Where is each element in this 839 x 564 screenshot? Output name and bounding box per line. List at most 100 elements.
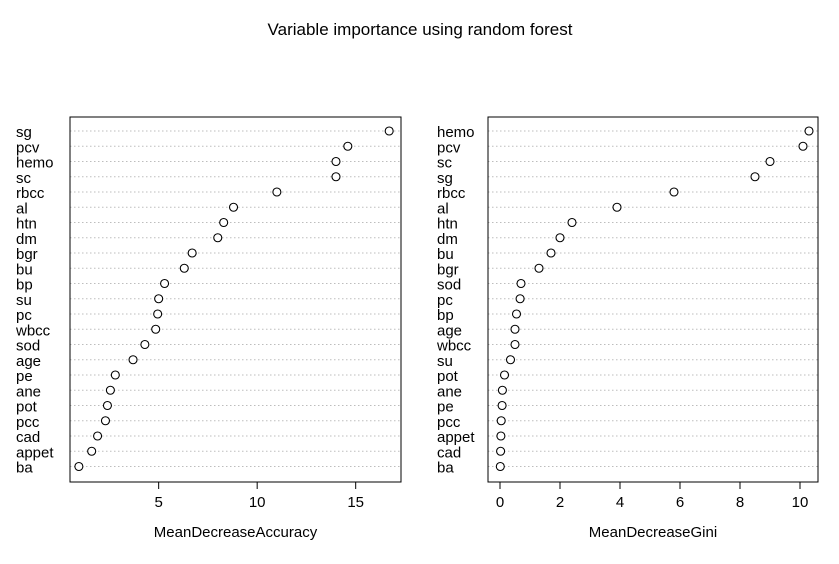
row-label-2-pc: pc — [437, 292, 453, 309]
point-2-sg — [750, 172, 760, 182]
row-label-2-bu: bu — [437, 246, 454, 263]
x-tick-label-1-5: 5 — [154, 494, 162, 511]
point-1-htn — [219, 217, 229, 228]
point-1-age — [128, 355, 138, 365]
point-2-bp — [511, 309, 522, 319]
point-1-appet — [87, 446, 97, 456]
plot-frame-2 — [487, 116, 819, 483]
row-label-1-sod: sod — [16, 338, 40, 355]
row-label-1-pe: pe — [16, 368, 33, 385]
point-1-bu — [179, 263, 189, 273]
point-2-htn — [567, 217, 577, 228]
row-label-1-su: su — [16, 292, 32, 309]
point-1-pe — [110, 370, 120, 380]
point-1-sg — [384, 126, 394, 136]
row-label-2-pot: pot — [437, 368, 459, 385]
row-label-1-ane: ane — [16, 383, 41, 400]
row-label-1-sg: sg — [16, 124, 32, 141]
row-label-1-dm: dm — [16, 231, 37, 248]
x-tick-label-2-6: 6 — [676, 494, 684, 511]
x-axis-title-1: MeanDecreaseAccuracy — [154, 524, 318, 541]
point-2-ba — [495, 461, 505, 472]
row-label-1-age: age — [16, 353, 41, 370]
row-label-2-su: su — [437, 353, 453, 370]
row-label-1-bgr: bgr — [16, 246, 38, 263]
point-1-bp — [160, 278, 170, 289]
row-label-1-bu: bu — [16, 261, 33, 278]
row-label-2-htn: htn — [437, 216, 458, 233]
point-2-al — [612, 202, 622, 212]
point-1-hemo — [331, 156, 341, 167]
row-label-1-sc: sc — [16, 170, 32, 187]
row-label-2-sod: sod — [437, 277, 461, 294]
row-label-2-bgr: bgr — [437, 261, 459, 278]
point-1-pcv — [343, 141, 353, 151]
point-2-cad — [496, 446, 506, 456]
point-2-pc — [515, 294, 525, 304]
row-label-1-ba: ba — [16, 460, 33, 477]
point-2-age — [510, 324, 520, 334]
row-label-2-appet: appet — [437, 429, 475, 446]
row-label-2-bp: bp — [437, 307, 454, 324]
row-label-2-hemo: hemo — [437, 124, 475, 141]
row-label-1-cad: cad — [16, 429, 40, 446]
row-label-2-wbcc: wbcc — [436, 338, 472, 355]
x-tick-label-2-0: 0 — [496, 494, 504, 511]
point-2-sc — [765, 156, 775, 167]
point-2-pe — [497, 400, 507, 411]
point-1-wbcc — [151, 324, 161, 334]
row-label-1-pcv: pcv — [16, 139, 40, 156]
row-label-1-pot: pot — [16, 399, 38, 416]
point-1-rbcc — [272, 187, 282, 197]
point-1-su — [154, 294, 164, 304]
point-2-pcv — [798, 141, 808, 151]
point-2-wbcc — [510, 339, 520, 350]
point-1-al — [228, 202, 239, 212]
point-2-hemo — [804, 126, 814, 136]
x-axis-title-2: MeanDecreaseGini — [589, 524, 717, 541]
point-2-ane — [497, 385, 507, 395]
row-label-2-pcv: pcv — [437, 139, 461, 156]
point-1-cad — [93, 431, 103, 441]
x-tick-label-2-2: 2 — [556, 494, 564, 511]
row-label-2-age: age — [437, 322, 462, 339]
point-2-dm — [555, 233, 565, 243]
row-label-1-bp: bp — [16, 277, 33, 294]
row-label-1-hemo: hemo — [16, 155, 54, 172]
row-label-2-ba: ba — [437, 460, 454, 477]
point-1-pcc — [100, 416, 111, 426]
point-2-bgr — [534, 263, 544, 273]
point-1-dm — [213, 233, 223, 243]
row-label-1-al: al — [16, 200, 28, 217]
row-label-1-htn: htn — [16, 216, 37, 233]
row-label-2-cad: cad — [437, 444, 461, 461]
row-label-2-dm: dm — [437, 231, 458, 248]
row-label-1-pc: pc — [16, 307, 32, 324]
x-tick-label-2-4: 4 — [616, 494, 624, 511]
x-tick-label-2-10: 10 — [792, 494, 809, 511]
point-1-pc — [153, 309, 163, 319]
point-1-bgr — [187, 248, 197, 258]
row-label-2-pcc: pcc — [437, 414, 461, 431]
row-label-2-sg: sg — [437, 170, 453, 187]
point-1-pot — [102, 400, 112, 411]
point-1-ane — [105, 385, 115, 395]
point-1-ba — [74, 461, 84, 472]
row-label-2-sc: sc — [437, 155, 453, 172]
point-2-pcc — [496, 416, 506, 426]
point-1-sod — [140, 339, 150, 350]
point-1-sc — [331, 172, 341, 182]
row-label-2-rbcc: rbcc — [437, 185, 466, 202]
x-tick-label-2-8: 8 — [736, 494, 744, 511]
point-2-pot — [499, 370, 510, 380]
chart-title: Variable importance using random forest — [268, 20, 573, 39]
plot-frame-1 — [69, 116, 402, 483]
x-tick-label-1-15: 15 — [347, 494, 364, 511]
point-2-rbcc — [669, 187, 679, 197]
point-2-su — [505, 355, 516, 365]
row-label-2-pe: pe — [437, 399, 454, 416]
row-label-2-al: al — [437, 200, 449, 217]
point-2-bu — [546, 248, 556, 258]
row-label-2-ane: ane — [437, 383, 462, 400]
